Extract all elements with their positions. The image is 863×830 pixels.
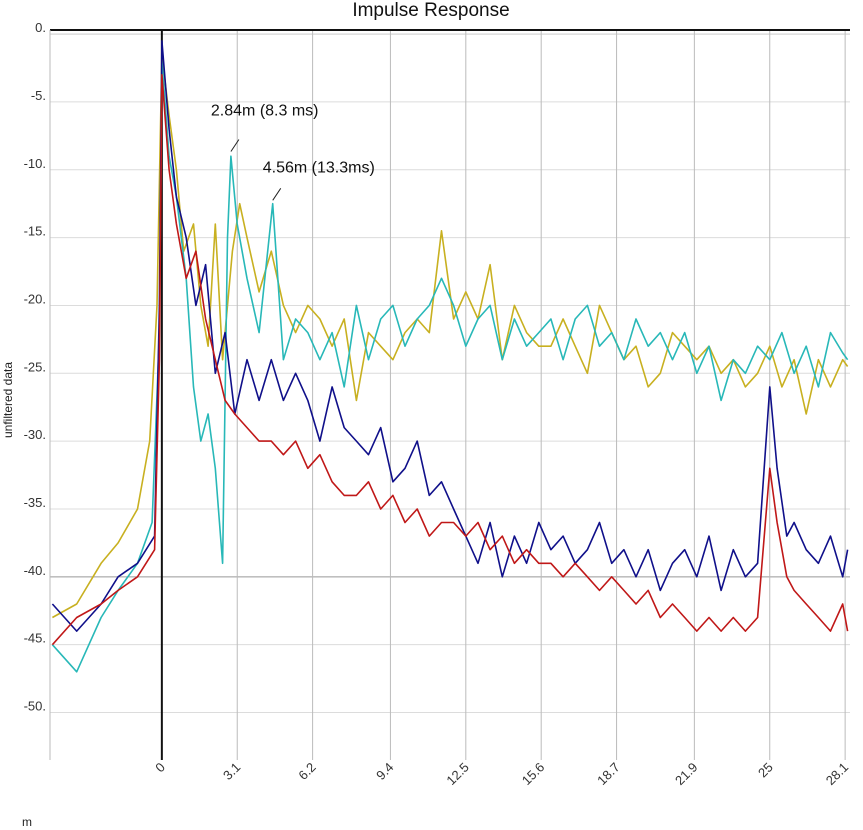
series-line-2 — [51, 60, 849, 673]
chart-title: Impulse Response — [352, 0, 509, 21]
y-tick-label: -30. — [24, 427, 46, 442]
y-tick-label: -35. — [24, 495, 46, 510]
series-layer — [51, 40, 849, 673]
y-tick-label: -50. — [24, 699, 46, 714]
y-tick-label: -15. — [24, 224, 46, 239]
annotations: 2.84m (8.3 ms) 4.56m (13.3ms) — [211, 102, 375, 201]
y-tick-label: -5. — [31, 88, 46, 103]
annotation-leader — [230, 139, 240, 152]
y-tick-label: -25. — [24, 359, 46, 374]
annotation-leader — [272, 188, 282, 201]
y-tick-label: -20. — [24, 291, 46, 306]
series-line-4 — [51, 74, 849, 646]
y-tick-labels: 0. -5. -10. -15. -20. -25. -30. -35. -40. -45. -50… — [24, 20, 46, 713]
y-tick-label: -45. — [24, 631, 46, 646]
x-axis-label: m — [22, 815, 32, 829]
y-tick-label: -40. — [24, 563, 46, 578]
y-axis-label: unfiltered data — [1, 362, 15, 438]
annotation-label: 2.84m (8.3 ms) — [211, 102, 319, 119]
y-tick-label: -10. — [24, 156, 46, 171]
y-tick-label: 0. — [35, 20, 46, 35]
annotation-label: 4.56m (13.3ms) — [263, 159, 375, 176]
series-line-3 — [51, 40, 849, 632]
